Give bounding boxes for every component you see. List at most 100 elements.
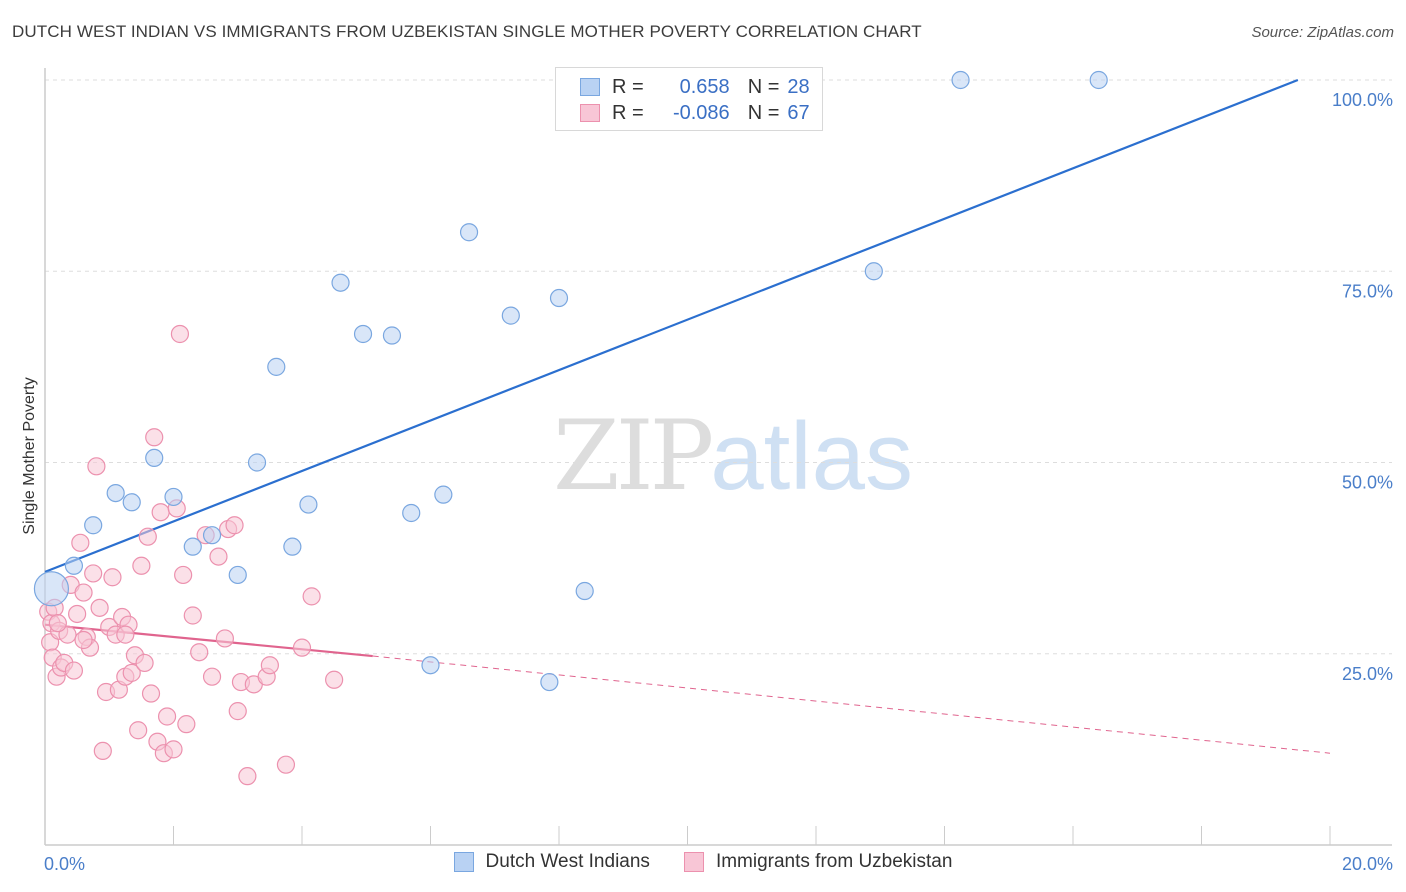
pink-point <box>164 740 183 759</box>
y-tick-label: 50.0% <box>1342 473 1393 493</box>
blue-point <box>106 484 125 503</box>
pink-point <box>90 598 109 617</box>
axis-layer <box>44 68 1392 846</box>
series-legend-item-2: Immigrants from Uzbekistan <box>683 851 953 873</box>
pink-point <box>74 583 93 602</box>
pink-point <box>135 653 154 673</box>
legend-row-series2: R = -0.086 N = 67 <box>580 100 810 126</box>
chart-title: DUTCH WEST INDIAN VS IMMIGRANTS FROM UZB… <box>12 22 922 41</box>
blue-point <box>951 70 970 90</box>
grid-layer <box>45 79 1392 655</box>
y-tick-label: 75.0% <box>1342 281 1393 301</box>
x-tick-label: 0.0% <box>44 854 85 874</box>
legend-swatch-pink <box>580 104 600 122</box>
series-swatch-blue <box>453 852 474 872</box>
pink-point <box>177 715 196 734</box>
points-layer <box>33 70 1108 786</box>
blue-point <box>1089 70 1108 90</box>
legend-row-series1: R = 0.658 N = 28 <box>580 74 810 100</box>
legend-n-label: N = <box>747 75 780 98</box>
series-legend-item-1: Dutch West Indians <box>453 851 650 873</box>
blue-point <box>33 571 70 607</box>
source-label: Source: ZipAtlas.com <box>1251 24 1394 41</box>
y-tick-label: 100.0% <box>1332 90 1393 110</box>
pink-point <box>122 663 141 682</box>
blue-point <box>122 493 141 512</box>
blue-point <box>283 537 302 556</box>
blue-point <box>84 516 103 535</box>
pink-point <box>48 614 67 633</box>
pink-point <box>228 702 247 721</box>
pink-point <box>103 568 122 587</box>
legend-n-value: 67 <box>787 101 810 124</box>
blue-point <box>575 581 594 601</box>
pink-point <box>68 604 87 624</box>
pink-point <box>151 503 170 522</box>
pink-point <box>93 741 112 761</box>
blue-point <box>247 453 267 472</box>
pink-point <box>209 547 228 566</box>
pink-point <box>215 629 234 648</box>
pink-point <box>225 516 244 535</box>
pink-point <box>138 527 157 546</box>
pink-point <box>292 638 312 657</box>
pink-point <box>170 324 190 344</box>
pink-point <box>116 625 135 644</box>
blue-point <box>421 656 440 675</box>
legend-r-value: 0.658 <box>679 75 730 98</box>
blue-point <box>267 357 286 376</box>
legend-swatch-blue <box>580 78 600 96</box>
legend-r-value: -0.086 <box>672 101 730 124</box>
pink-trend-line <box>44 623 373 658</box>
blue-point <box>145 448 164 468</box>
blue-point <box>540 672 559 692</box>
pink-point <box>145 428 164 447</box>
blue-point <box>501 306 520 325</box>
pink-point <box>84 564 103 583</box>
pink-trend-extension <box>372 655 1331 754</box>
pink-point <box>74 630 93 650</box>
blue-point <box>228 565 247 585</box>
pink-point <box>183 606 202 625</box>
blue-point <box>459 223 479 242</box>
blue-point <box>299 495 318 514</box>
blue-point <box>549 288 569 308</box>
pink-point <box>325 670 344 689</box>
pink-point <box>302 587 321 606</box>
label-layer: 25.0% 50.0% 75.0% 100.0% 0.0% 20.0% Single Mot… <box>21 90 1393 874</box>
pink-point <box>141 684 161 703</box>
pink-point <box>64 661 84 680</box>
x-tick-label: 20.0% <box>1342 854 1393 874</box>
pink-point <box>202 667 222 686</box>
pink-point <box>129 721 148 740</box>
pink-point <box>276 755 296 774</box>
legend-n-value: 28 <box>787 75 810 98</box>
legend-n-label: N = <box>747 101 780 124</box>
blue-point <box>382 326 402 345</box>
series-legend-label: Dutch West Indians <box>485 851 650 872</box>
series-legend-label: Immigrants from Uzbekistan <box>715 851 953 872</box>
legend-r-label: R = <box>612 75 644 98</box>
pink-point <box>174 565 193 585</box>
legend-r-label: R = <box>612 101 644 124</box>
series-swatch-pink <box>683 852 704 872</box>
blue-point <box>183 537 202 556</box>
pink-point <box>157 707 177 726</box>
pink-point <box>260 656 279 675</box>
blue-point <box>331 273 350 292</box>
pink-point <box>190 643 209 662</box>
blue-point <box>164 487 183 507</box>
blue-point <box>353 324 373 344</box>
blue-point <box>434 485 453 504</box>
pink-point <box>71 533 90 552</box>
y-axis-label: Single Mother Poverty <box>21 377 38 534</box>
pink-point <box>132 556 151 575</box>
blue-trend-line <box>44 78 1299 573</box>
blue-point <box>202 526 222 545</box>
trend-layer <box>44 78 1331 754</box>
blue-point <box>864 262 883 281</box>
y-tick-label: 25.0% <box>1342 664 1393 684</box>
blue-point <box>402 503 421 523</box>
stats-legend: R = 0.658 N = 28 R = -0.086 N = 67 <box>555 67 823 131</box>
